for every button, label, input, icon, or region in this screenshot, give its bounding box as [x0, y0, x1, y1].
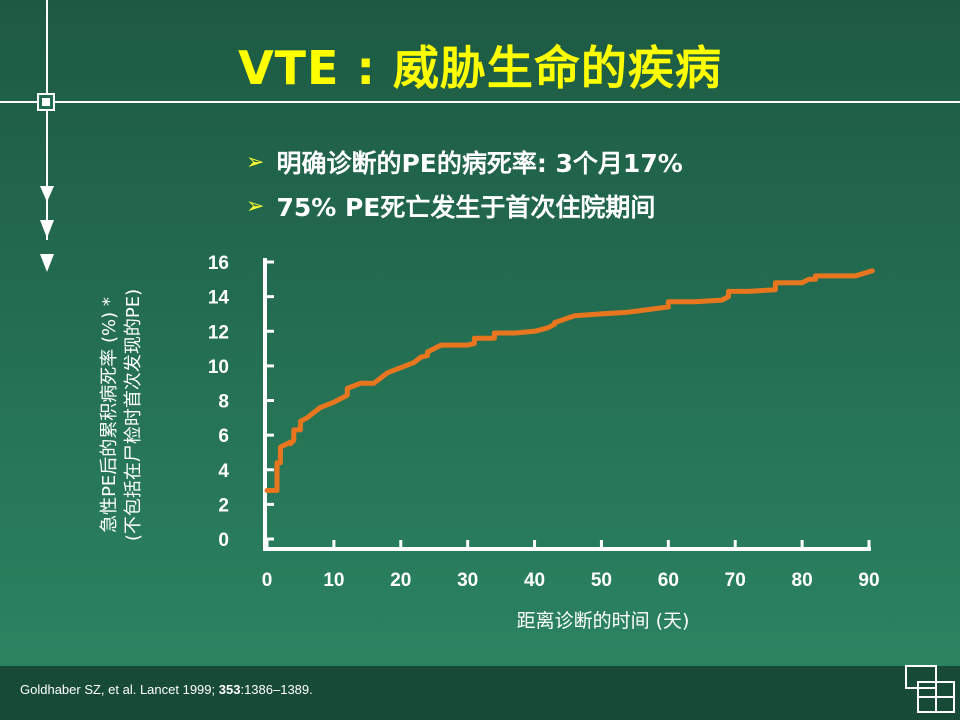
- arrow-down-icon: [40, 254, 54, 272]
- citation-volume: 353: [218, 682, 241, 697]
- x-tick-label: 60: [658, 570, 679, 591]
- frame-square-icon: [37, 93, 55, 111]
- citation-pages: :1386–1389.: [240, 682, 313, 697]
- x-tick-label: 10: [323, 570, 344, 591]
- x-tick-label: 50: [591, 570, 612, 591]
- bullet-item: ➢ 明确诊断的PE的病死率: 3个月17%: [246, 140, 683, 184]
- y-tick-label: 4: [218, 461, 229, 482]
- x-tick-label: 30: [457, 570, 478, 591]
- arrow-down-icon: [40, 186, 54, 202]
- bullet-arrow-icon: ➢: [246, 193, 265, 219]
- footer-bar: [0, 666, 960, 720]
- y-tick-label: 0: [218, 530, 229, 551]
- page-title: VTE : 威胁生命的疾病: [238, 41, 722, 95]
- y-tick-label: 2: [218, 495, 229, 516]
- x-tick-label: 90: [858, 570, 879, 591]
- y-tick-label: 16: [208, 253, 229, 274]
- y-tick-label: 6: [218, 426, 229, 447]
- citation-authors: Goldhaber SZ, et al. Lancet 1999;: [20, 682, 219, 697]
- x-tick-label: 40: [524, 570, 545, 591]
- frame-vertical-line: [46, 0, 48, 240]
- x-axis-label: 距离诊断的时间 (天): [516, 610, 690, 632]
- frame-arrows: [40, 186, 54, 272]
- y-tick-label: 10: [208, 357, 229, 378]
- x-tick-label: 70: [725, 570, 746, 591]
- citation: Goldhaber SZ, et al. Lancet 1999; 353:13…: [20, 682, 313, 697]
- series-line: [264, 268, 875, 493]
- corner-logo-icon: [905, 665, 955, 713]
- x-tick-label: 80: [792, 570, 813, 591]
- frame-horizontal-line: [0, 101, 960, 103]
- bullet-text: 明确诊断的PE的病死率: 3个月17%: [276, 149, 683, 178]
- bullet-arrow-icon: ➢: [246, 149, 265, 175]
- y-tick-label: 14: [208, 288, 230, 309]
- y-tick-label: 8: [218, 392, 229, 413]
- bullet-list: ➢ 明确诊断的PE的病死率: 3个月17% ➢ 75% PE死亡发生于首次住院期…: [246, 140, 683, 228]
- arrow-down-icon: [40, 220, 54, 238]
- bullet-item: ➢ 75% PE死亡发生于首次住院期间: [246, 184, 683, 228]
- y-tick-label: 12: [208, 322, 229, 343]
- x-tick-label: 20: [390, 570, 411, 591]
- bullet-text: 75% PE死亡发生于首次住院期间: [276, 193, 656, 222]
- x-tick-label: 0: [262, 570, 273, 591]
